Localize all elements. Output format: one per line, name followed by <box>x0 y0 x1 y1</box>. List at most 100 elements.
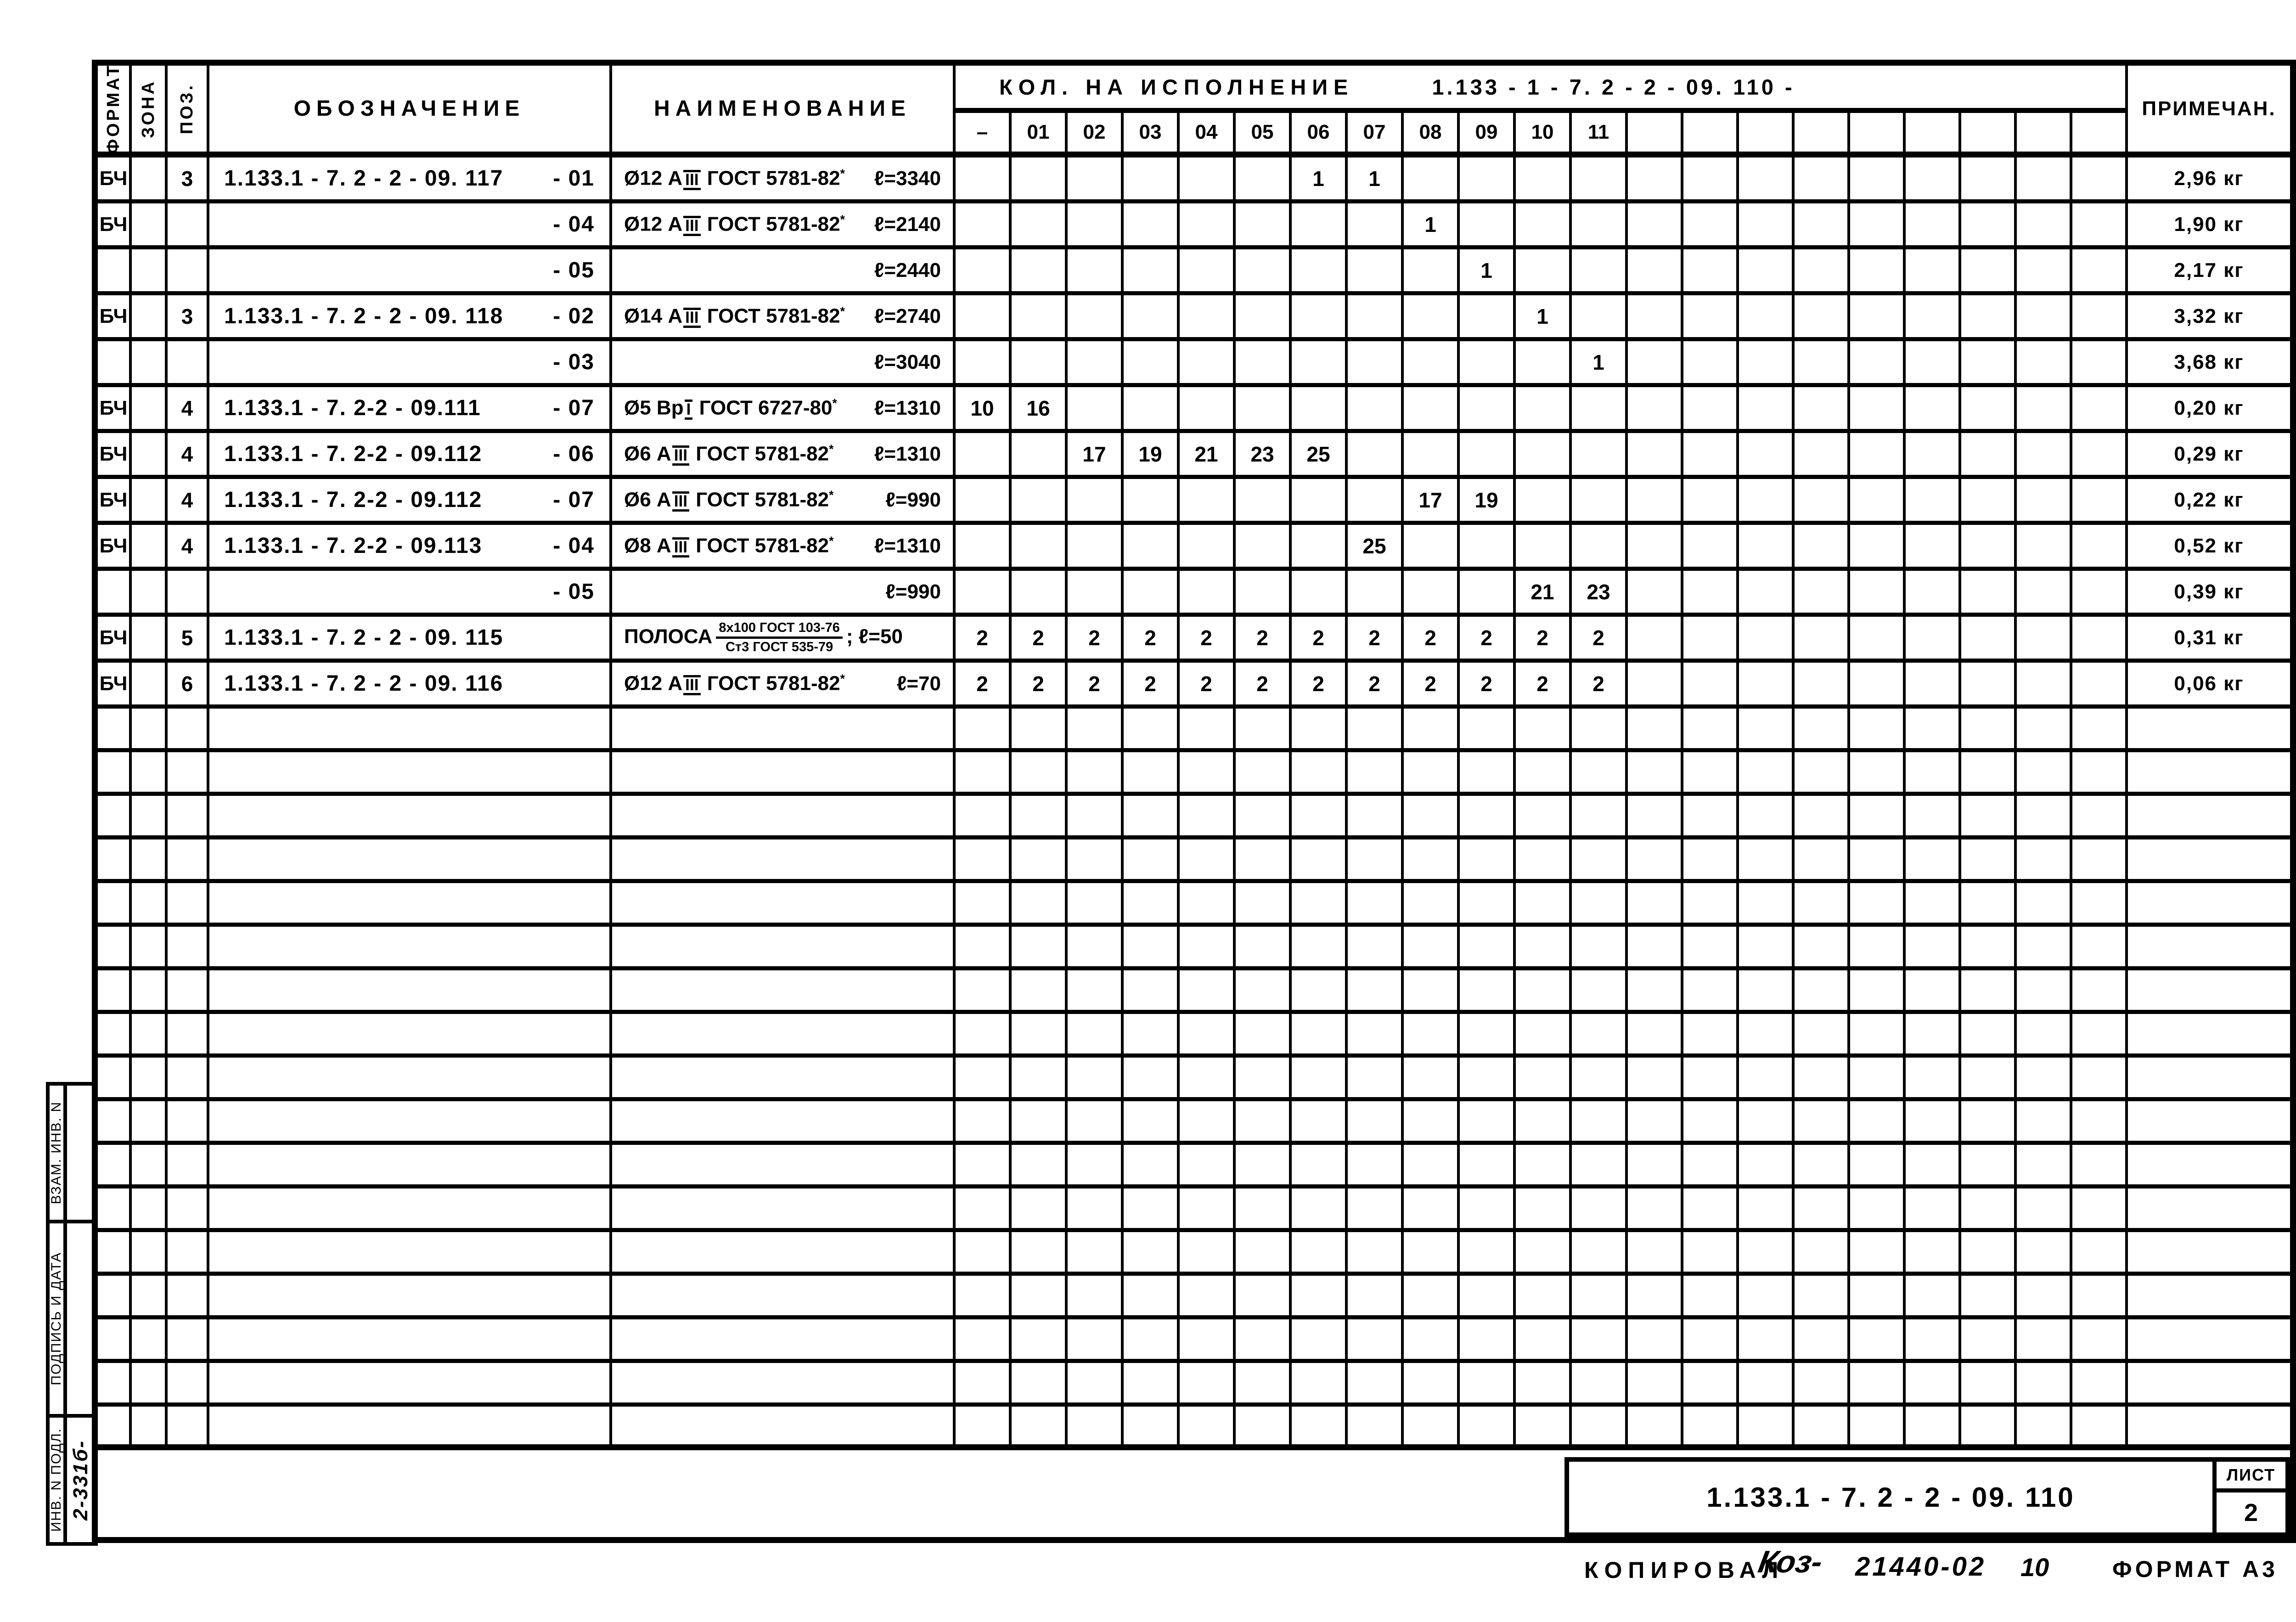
empty-cell <box>1348 1145 1404 1188</box>
empty-cell <box>1739 752 1795 796</box>
empty-cell <box>1572 1145 1628 1188</box>
empty-cell <box>1012 709 1068 752</box>
qty-cell <box>1348 387 1404 433</box>
qty-cell-empty <box>2017 663 2072 709</box>
exec-col-header-empty <box>1961 113 2017 158</box>
drawing-frame: ФОРМАТ ЗОНА ПОЗ. ОБОЗНАЧЕНИЕ НАИМЕНОВАНИ… <box>92 60 2296 1543</box>
empty-cell <box>1292 883 1348 927</box>
qty-cell-empty <box>1683 387 1739 433</box>
empty-cell <box>1236 839 1292 883</box>
empty-cell <box>1124 796 1180 839</box>
qty-cell <box>1068 158 1124 203</box>
qty-cell-empty <box>1906 203 1961 249</box>
empty-cell <box>1236 1145 1292 1188</box>
qty-cell <box>1180 203 1236 249</box>
qty-cell-empty <box>1628 525 1683 571</box>
empty-cell <box>1292 752 1348 796</box>
qty-cell <box>1124 341 1180 387</box>
qty-cell <box>1460 295 1516 341</box>
empty-cell <box>1739 1058 1795 1101</box>
qty-cell-empty <box>1961 158 2017 203</box>
empty-cell <box>2128 1014 2290 1058</box>
note-cell: 0,29 кг <box>2128 433 2290 479</box>
empty-cell <box>1404 709 1460 752</box>
qty-cell <box>1236 295 1292 341</box>
designation-cell: - 03 <box>209 341 612 387</box>
exec-col-header: 07 <box>1348 113 1404 158</box>
empty-cell <box>132 1319 168 1363</box>
qty-cell <box>1180 479 1236 525</box>
empty-cell <box>1628 1407 1683 1450</box>
position-cell: 3 <box>168 295 209 341</box>
empty-cell <box>1236 1058 1292 1101</box>
empty-cell <box>1180 752 1236 796</box>
empty-cell <box>2072 709 2128 752</box>
note-cell: 3,32 кг <box>2128 295 2290 341</box>
qty-cell <box>1180 525 1236 571</box>
qty-cell <box>1012 341 1068 387</box>
exec-col-header-empty <box>2017 113 2072 158</box>
qty-cell-empty <box>1961 249 2017 295</box>
designation-cell: 1.133.1 - 7. 2 - 2 - 09. 118- 02 <box>209 295 612 341</box>
exec-col-header: 08 <box>1404 113 1460 158</box>
format-cell: БЧ <box>98 295 132 341</box>
empty-cell <box>168 752 209 796</box>
qty-cell <box>1292 525 1348 571</box>
empty-cell <box>1739 709 1795 752</box>
empty-cell <box>1906 1188 1961 1232</box>
empty-cell <box>956 752 1012 796</box>
empty-cell <box>2017 1058 2072 1101</box>
qty-cell <box>1236 249 1292 295</box>
qty-cell-empty <box>2017 341 2072 387</box>
empty-cell <box>132 1276 168 1319</box>
empty-cell <box>1683 970 1739 1014</box>
empty-cell <box>1292 709 1348 752</box>
empty-cell <box>2128 1101 2290 1145</box>
empty-cell <box>1180 970 1236 1014</box>
qty-cell: 1 <box>1292 158 1348 203</box>
qty-cell-empty <box>1906 479 1961 525</box>
empty-cell <box>1516 752 1572 796</box>
qty-cell-empty <box>1906 158 1961 203</box>
qty-cell-empty <box>1683 341 1739 387</box>
empty-cell <box>1404 1407 1460 1450</box>
qty-cell-empty <box>1628 203 1683 249</box>
empty-cell <box>1850 1058 1906 1101</box>
empty-cell <box>1460 709 1516 752</box>
empty-cell <box>1628 1188 1683 1232</box>
qty-cell: 2 <box>1124 663 1180 709</box>
empty-cell <box>1236 970 1292 1014</box>
empty-cell <box>98 1407 132 1450</box>
archive-number: 2-331б- <box>69 1439 92 1521</box>
empty-cell <box>1628 839 1683 883</box>
empty-cell <box>1572 796 1628 839</box>
empty-cell <box>2017 796 2072 839</box>
qty-cell <box>1572 295 1628 341</box>
empty-cell <box>1850 752 1906 796</box>
empty-cell <box>1124 927 1180 970</box>
exec-col-header-empty <box>1850 113 1906 158</box>
qty-cell-empty <box>1850 295 1906 341</box>
empty-cell <box>1850 1363 1906 1407</box>
name-cell: Ø12 А III ГОСТ 5781-82* ℓ=2140 <box>612 203 956 249</box>
qty-cell: 1 <box>1572 341 1628 387</box>
format-cell: БЧ <box>98 663 132 709</box>
empty-cell <box>1572 1276 1628 1319</box>
empty-cell <box>2017 1014 2072 1058</box>
format-cell <box>98 341 132 387</box>
exec-col-header-empty <box>1795 113 1850 158</box>
position-cell: 3 <box>168 158 209 203</box>
designation-cell: - 04 <box>209 203 612 249</box>
qty-cell-empty <box>1850 663 1906 709</box>
qty-cell <box>1124 479 1180 525</box>
empty-cell <box>98 1363 132 1407</box>
qty-cell-empty <box>1795 249 1850 295</box>
copy-count: 10 <box>2020 1553 2049 1582</box>
empty-cell <box>2128 839 2290 883</box>
empty-cell <box>1572 883 1628 927</box>
empty-cell <box>1292 1145 1348 1188</box>
stamp-label: ВЗАМ. ИНВ. N <box>50 1101 64 1205</box>
empty-cell <box>98 1319 132 1363</box>
empty-cell <box>1068 1407 1124 1450</box>
empty-cell <box>1850 1232 1906 1276</box>
